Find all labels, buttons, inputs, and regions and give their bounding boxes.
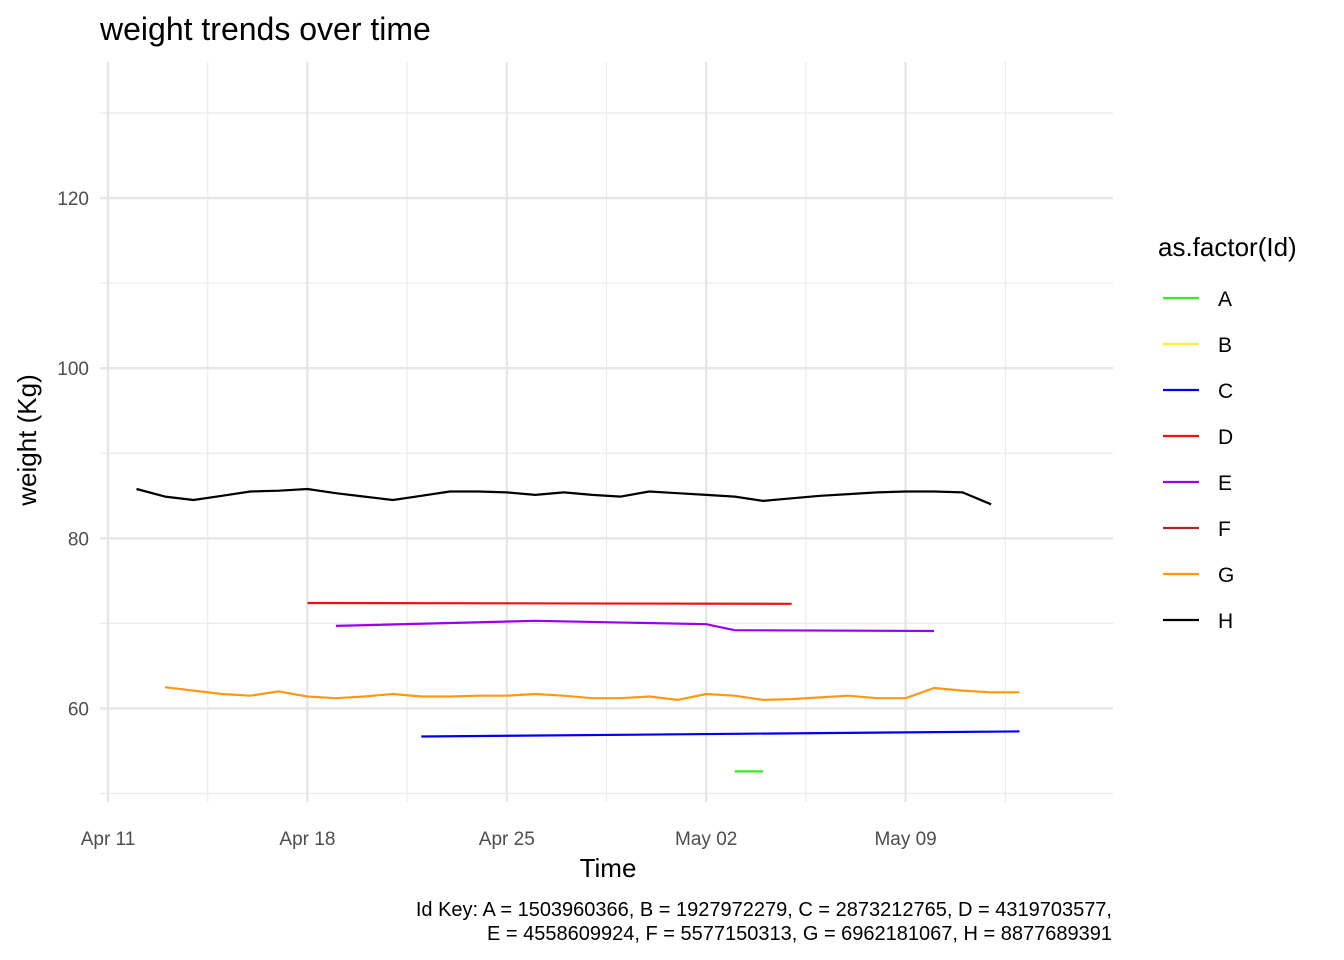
legend-label-E: E xyxy=(1218,472,1232,495)
x-tick-label: Apr 25 xyxy=(479,829,535,850)
legend-label-H: H xyxy=(1218,610,1233,633)
caption-line-2: E = 4558609924, F = 5577150313, G = 6962… xyxy=(487,923,1112,945)
y-tick-label: 120 xyxy=(57,189,89,210)
x-tick-label: May 09 xyxy=(874,829,936,850)
y-tick-label: 100 xyxy=(57,359,89,380)
legend-label-D: D xyxy=(1218,426,1233,449)
legend-label-G: G xyxy=(1218,564,1234,587)
legend-label-C: C xyxy=(1218,380,1233,403)
series-line-H xyxy=(136,487,992,506)
y-tick-label: 60 xyxy=(68,699,89,720)
series-line-G xyxy=(164,686,1020,702)
x-tick-label: May 02 xyxy=(675,829,737,850)
legend-label-A: A xyxy=(1218,288,1232,311)
chart-title: weight trends over time xyxy=(99,11,431,47)
legend-label-F: F xyxy=(1218,518,1231,541)
series-lines xyxy=(136,487,1020,773)
caption-line-1: Id Key: A = 1503960366, B = 1927972279, … xyxy=(416,899,1112,921)
grid xyxy=(100,62,1113,802)
series-line-C xyxy=(421,730,1020,738)
y-axis-title: weight (Kg) xyxy=(12,374,42,507)
legend-label-B: B xyxy=(1218,334,1232,357)
x-axis-ticks: Apr 11 Apr 18 Apr 25 May 02 May 09 xyxy=(81,829,937,850)
series-line-E xyxy=(335,619,935,633)
x-tick-label: Apr 11 xyxy=(81,829,136,850)
y-axis-ticks: 60 80 100 120 xyxy=(57,189,89,720)
series-line-D xyxy=(307,601,792,605)
x-axis-title: Time xyxy=(580,853,637,883)
x-tick-label: Apr 18 xyxy=(279,829,335,850)
y-tick-label: 80 xyxy=(68,529,89,550)
legend-title: as.factor(Id) xyxy=(1158,232,1297,262)
